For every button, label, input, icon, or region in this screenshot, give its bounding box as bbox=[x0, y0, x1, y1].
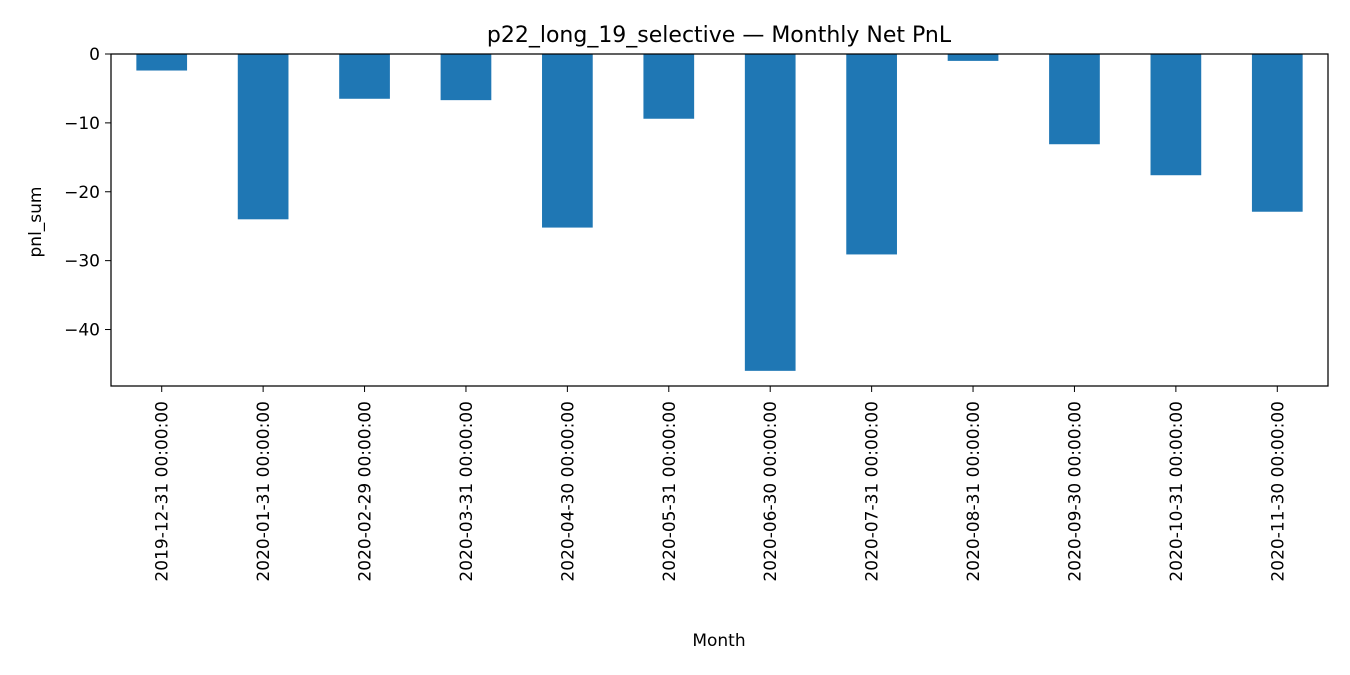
x-tick-label: 2020-03-31 00:00:00 bbox=[457, 401, 477, 582]
y-tick-label: −40 bbox=[64, 321, 100, 341]
plot-frame bbox=[110, 53, 1329, 387]
y-tick-label: −20 bbox=[64, 183, 100, 203]
bar bbox=[744, 54, 796, 371]
x-tick-label: 2020-05-31 00:00:00 bbox=[660, 401, 680, 582]
x-tick-label: 2020-11-30 00:00:00 bbox=[1268, 401, 1288, 582]
x-tick-label: 2020-06-30 00:00:00 bbox=[761, 401, 781, 582]
y-axis-label: pnl_sum bbox=[26, 187, 46, 258]
bar bbox=[643, 54, 695, 119]
y-tick-label: −30 bbox=[64, 252, 100, 272]
x-tick-label: 2020-04-30 00:00:00 bbox=[558, 401, 578, 582]
x-tick-label: 2020-08-31 00:00:00 bbox=[964, 401, 984, 582]
y-tick-label: −10 bbox=[64, 114, 100, 134]
bars-group bbox=[136, 54, 1303, 371]
bar bbox=[1251, 54, 1303, 212]
chart-title: p22_long_19_selective — Monthly Net PnL bbox=[487, 23, 952, 48]
bar bbox=[339, 54, 390, 99]
x-tick-label: 2020-10-31 00:00:00 bbox=[1167, 401, 1187, 582]
bar bbox=[947, 54, 999, 61]
x-tick-label: 2020-01-31 00:00:00 bbox=[254, 401, 274, 582]
x-axis: 2019-12-31 00:00:00 2020-01-31 00:00:00 20… bbox=[153, 386, 1288, 582]
bar bbox=[846, 54, 897, 255]
bar bbox=[1049, 54, 1100, 145]
bar bbox=[1150, 54, 1202, 176]
bar bbox=[542, 54, 593, 228]
y-tick-label: 0 bbox=[89, 45, 100, 65]
bar bbox=[136, 54, 188, 71]
x-tick-label: 2020-02-29 00:00:00 bbox=[356, 401, 376, 582]
y-axis: 0 −10 −20 −30 −40 bbox=[64, 45, 111, 341]
x-tick-label: 2020-09-30 00:00:00 bbox=[1065, 401, 1085, 582]
x-axis-label: Month bbox=[692, 631, 745, 651]
x-tick-label: 2019-12-31 00:00:00 bbox=[153, 401, 173, 582]
x-tick-label: 2020-07-31 00:00:00 bbox=[863, 401, 883, 582]
bar bbox=[440, 54, 492, 101]
bar bbox=[237, 54, 289, 220]
